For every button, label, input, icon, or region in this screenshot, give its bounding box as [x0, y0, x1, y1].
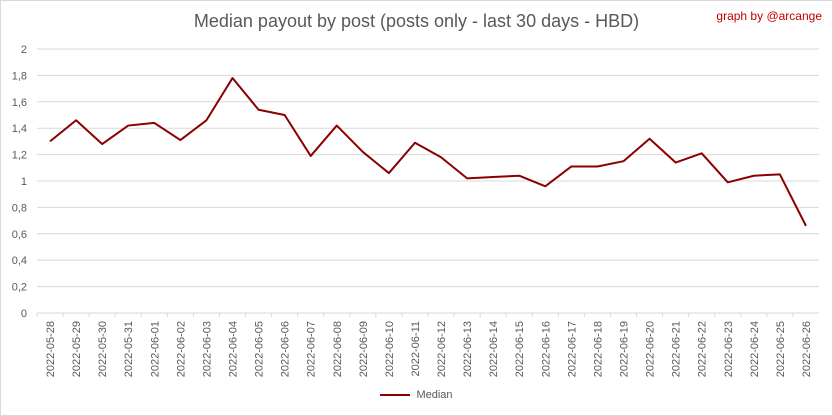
x-tick-label: 2022-06-24 [749, 321, 761, 377]
x-tick-label: 2022-06-17 [566, 321, 578, 377]
x-tick-label: 2022-06-09 [358, 321, 370, 377]
x-tick-label: 2022-06-05 [254, 321, 266, 377]
x-tick-label: 2022-05-28 [45, 321, 57, 377]
y-tick-label: 0,8 [12, 202, 27, 214]
y-tick-label: 2 [21, 44, 27, 56]
x-tick-label: 2022-06-22 [697, 321, 709, 377]
x-tick-label: 2022-06-26 [801, 321, 813, 377]
y-tick-label: 1,4 [12, 123, 27, 135]
chart-title: Median payout by post (posts only - last… [193, 11, 640, 31]
y-tick-label: 0,2 [12, 282, 27, 294]
x-tick-label: 2022-06-20 [645, 321, 657, 377]
legend: Median [1, 389, 832, 401]
x-tick-label: 2022-06-19 [619, 321, 631, 377]
y-tick-label: 1,8 [12, 70, 27, 82]
x-tick-label: 2022-06-23 [723, 321, 735, 377]
x-tick-label: 2022-06-18 [592, 321, 604, 377]
x-tick-label: 2022-06-11 [410, 321, 422, 376]
y-tick-label: 1,6 [12, 97, 27, 109]
series-layer [49, 77, 807, 227]
legend-label-median: Median [416, 389, 453, 401]
y-tick-label: 1,2 [12, 150, 27, 162]
credit-label: graph by @arcange [716, 9, 822, 23]
x-tick-label: 2022-06-25 [775, 321, 787, 377]
y-axis-ticks: 0 0,2 0,4 0,6 0,8 1 1,2 1,4 1,6 1,8 2 [12, 44, 27, 320]
x-tick-label: 2022-06-02 [175, 321, 187, 377]
series-line-median [49, 77, 807, 227]
x-tick-label: 2022-05-30 [97, 321, 109, 377]
x-tick-label: 2022-06-16 [540, 321, 552, 377]
x-tick-label: 2022-06-03 [201, 321, 213, 377]
grid-lines [37, 48, 819, 314]
x-tick-label: 2022-06-13 [462, 321, 474, 377]
x-tick-label: 2022-06-10 [384, 321, 396, 377]
y-tick-label: 0 [21, 308, 27, 320]
y-tick-label: 0,4 [12, 255, 27, 267]
legend-swatch-median [380, 394, 411, 396]
x-tick-label: 2022-06-01 [149, 321, 161, 377]
x-tick-label: 2022-06-04 [228, 321, 240, 377]
x-tick-label: 2022-06-06 [280, 321, 292, 377]
x-tick-label: 2022-06-08 [332, 321, 344, 377]
y-tick-label: 0,6 [12, 229, 27, 241]
y-tick-label: 1 [21, 176, 27, 188]
x-tick-label: 2022-06-12 [436, 321, 448, 377]
x-tick-label: 2022-06-21 [671, 321, 683, 377]
x-tick-label: 2022-06-15 [514, 321, 526, 377]
x-tick-label: 2022-05-29 [71, 321, 83, 377]
x-tick-label: 2022-06-07 [306, 321, 318, 377]
x-tick-label: 2022-06-14 [488, 321, 500, 377]
x-axis-ticks: 2022-05-28 2022-05-29 2022-05-30 2022-05-31… [36, 313, 813, 377]
x-tick-label: 2022-05-31 [123, 321, 135, 377]
